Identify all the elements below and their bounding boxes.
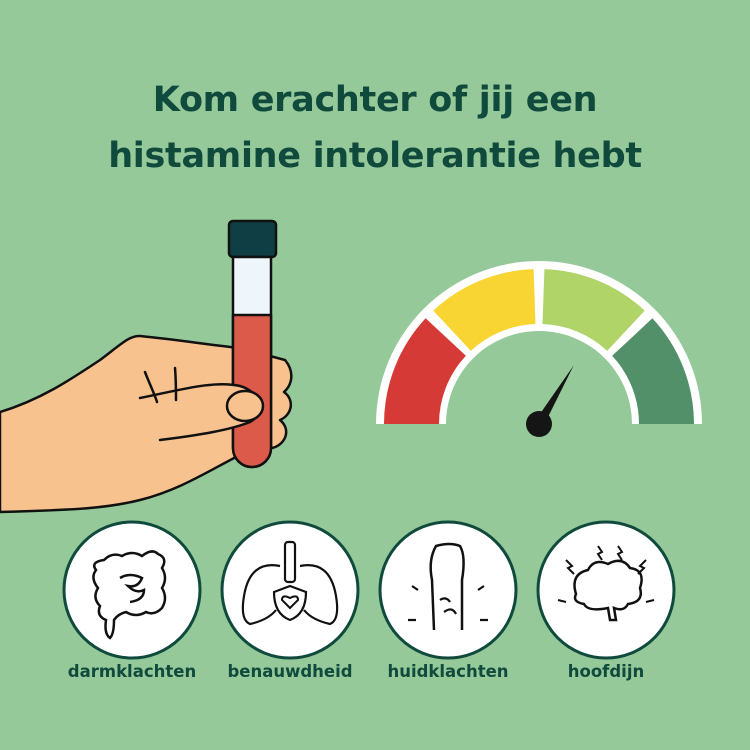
gauge-segment-1 xyxy=(384,318,466,424)
arm-skin-icon xyxy=(408,542,488,631)
symptom-hoofdijn xyxy=(536,520,676,660)
gauge xyxy=(376,261,702,437)
page-title: Kom erachter of jij een histamine intole… xyxy=(0,72,750,184)
gauge-segment-3 xyxy=(542,269,645,351)
title-line-2: histamine intolerantie hebt xyxy=(108,136,642,176)
label-benauwdheid: benauwdheid xyxy=(227,662,353,681)
hand-back xyxy=(0,334,293,514)
symptom-benauwdheid xyxy=(220,520,360,660)
hand-with-test-tube xyxy=(0,219,293,514)
label-huidklachten: huidklachten xyxy=(387,662,509,681)
intestine-icon xyxy=(92,550,167,640)
gauge-pivot xyxy=(526,411,552,437)
symptom-circle xyxy=(536,520,676,660)
gauge-segment-2 xyxy=(433,269,536,351)
symptom-darmklachten xyxy=(62,520,202,660)
tube-cap xyxy=(227,219,278,259)
title-line-1: Kom erachter of jij een xyxy=(152,80,598,120)
gauge-needle xyxy=(534,365,574,427)
gauge-segment-4 xyxy=(612,318,694,424)
brain-headache-icon xyxy=(557,545,655,622)
symptom-huidklachten xyxy=(378,520,518,660)
label-darmklachten: darmklachten xyxy=(67,662,197,681)
thumb-nail xyxy=(225,389,265,423)
label-hoofdijn: hoofdijn xyxy=(567,662,645,681)
symptom-circle xyxy=(378,520,518,660)
lungs-icon xyxy=(241,540,339,626)
